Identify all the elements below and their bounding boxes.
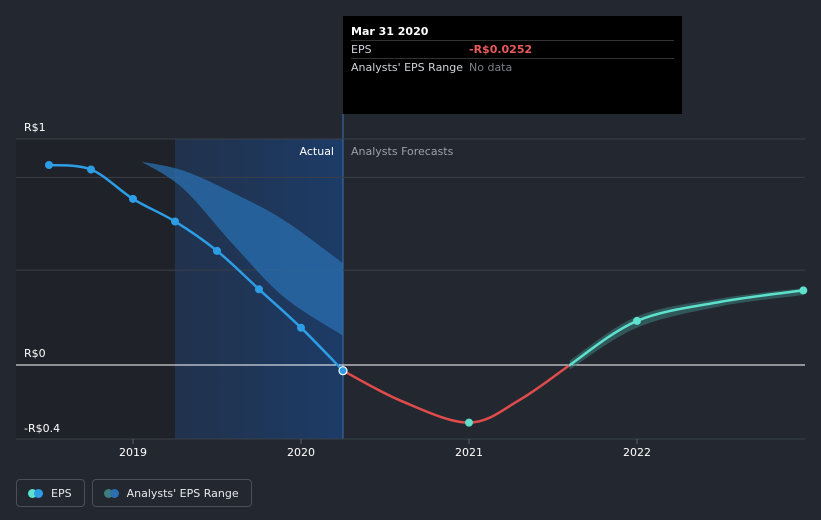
eps-point [171, 217, 179, 226]
actual-label: Actual [300, 145, 334, 158]
tooltip-eps-value: -R$0.0252 [469, 43, 533, 56]
eps-point [87, 165, 95, 174]
x-tick-label: 2020 [287, 446, 315, 459]
eps-point [129, 194, 137, 203]
past-analyst-range-band [141, 161, 343, 336]
y-tick-label-top: R$1 [24, 121, 46, 134]
forecast-analyst-range-band [569, 288, 804, 370]
tooltip-range-row: Analysts' EPS Range No data [351, 59, 674, 76]
x-axis: 2019 2020 2021 2022 [119, 439, 651, 459]
legend-range-label: Analysts' EPS Range [126, 486, 239, 500]
forecast-point [633, 316, 641, 325]
series-line-2 [568, 289, 805, 367]
series-points [45, 160, 808, 427]
gridlines [16, 138, 805, 440]
eps-point [255, 285, 263, 294]
y-tick-label-bottom: -R$0.4 [24, 422, 60, 435]
series-line-1 [341, 363, 572, 424]
tooltip-date: Mar 31 2020 [351, 23, 674, 41]
forecast-point [799, 286, 808, 295]
tooltip-eps-row: EPS -R$0.0252 [351, 41, 674, 59]
eps-point [297, 323, 305, 332]
x-tick-label: 2019 [119, 446, 147, 459]
legend: EPS Analysts' EPS Range [16, 479, 252, 507]
tooltip-range-value: No data [469, 61, 513, 74]
tooltip: Mar 31 2020 EPS -R$0.0252 Analysts' EPS … [343, 16, 682, 114]
eps-point [45, 160, 53, 169]
range-swatch-icon [103, 488, 119, 498]
legend-eps-label: EPS [51, 486, 72, 500]
eps-point [213, 246, 221, 255]
legend-range-toggle[interactable]: Analysts' EPS Range [91, 479, 252, 507]
tooltip-range-label: Analysts' EPS Range [351, 61, 464, 74]
legend-eps-toggle[interactable]: EPS [16, 479, 85, 507]
eps-swatch-icon [28, 488, 43, 498]
forecast-point [465, 418, 473, 427]
forecast-label: Analysts Forecasts [351, 145, 454, 158]
eps-point [338, 366, 348, 376]
x-tick-label: 2022 [623, 446, 651, 459]
past-period-shade [16, 139, 175, 439]
y-tick-label-zero: R$0 [24, 347, 46, 360]
x-tick-label: 2021 [455, 446, 483, 459]
tooltip-eps-label: EPS [351, 43, 372, 56]
